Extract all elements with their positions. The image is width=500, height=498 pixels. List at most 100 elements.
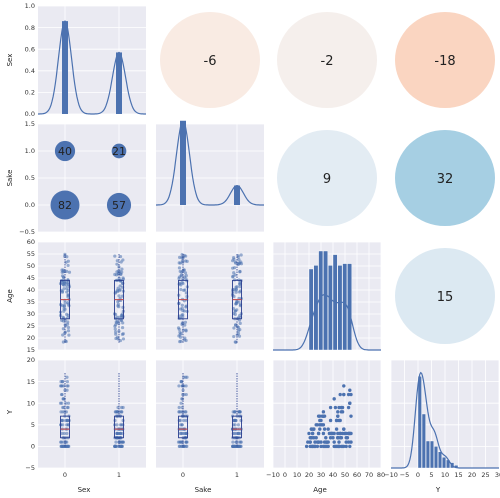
strip-point [113,410,117,414]
strip-point [236,254,240,258]
scatter-point [333,444,338,449]
strip-point [232,266,237,270]
panel-sake-sex: −0.5 0.0 0.5 1.0 1.5 40 21 82 57 [19,120,146,236]
strip-point [113,418,117,423]
strip-point [234,261,238,265]
strip-point [116,431,120,436]
strip-point [61,315,65,319]
strip-point [63,301,67,305]
ylabel-sex: Sex [6,54,14,67]
strip-point [179,287,183,292]
strip-point [66,320,70,324]
strip-point [239,260,243,264]
kde-curve [391,371,499,469]
scatter-point [322,427,327,431]
scatter-point [344,431,348,436]
strip-point [239,418,243,423]
x-tick-label: 0 [181,471,185,479]
strip-point [236,423,240,427]
panel-sex-age: -2 [277,12,377,108]
scatter-point [314,436,318,440]
y-tick-label: −0.5 [19,228,35,236]
scatter-point [310,444,315,449]
strip-point [178,444,182,448]
strip-point [234,287,238,291]
scatter-point [324,444,328,449]
strip-point [184,338,188,343]
strip-point [66,295,70,299]
x-tick-label: 0 [63,471,67,479]
strip-point [180,384,184,388]
xlabel-age: Age [313,486,327,494]
x-tick-label: 5 [429,471,433,479]
panel-grid: 0.0 0.2 0.4 0.6 0.8 1.0 -6 -2 -18 −0.5 0.0 0.5 1.0 1.… [19,2,500,479]
scatter-point [338,392,342,397]
strip-point [185,259,189,263]
strip-point [61,333,65,337]
strip-point [184,440,188,444]
strip-point [180,397,184,401]
hist-bar [180,120,186,205]
corr-label: -18 [434,54,455,69]
strip-point [66,384,70,388]
strip-point [113,324,117,328]
strip-point [117,305,121,309]
scatter-point [339,444,344,449]
scatter-point [349,414,353,418]
strip-point [60,290,65,294]
scatter-point [306,440,310,444]
y-tick-label: 0 [31,443,35,451]
strip-point [120,267,124,271]
scatter-point [342,384,346,388]
strip-point [66,300,70,305]
strip-point [178,269,182,273]
strip-point [59,440,63,444]
strip-point [238,284,242,289]
scatter-point [339,405,344,410]
strip-point [121,305,125,309]
strip-point [178,440,182,444]
strip-point [66,401,71,405]
strip-point [233,431,237,436]
y-tick-label: 40 [27,286,35,294]
strip-point [65,255,69,259]
strip-point [181,315,185,319]
ylabel-sake: Sake [6,170,14,187]
scatter-point [336,436,340,440]
scatter-point [339,410,344,414]
strip-point [184,328,188,332]
strip-point [114,320,118,324]
scatter-point [321,410,326,414]
strip-point [231,259,235,263]
strip-point [179,380,183,384]
strip-point [115,315,119,319]
panel-background [38,6,146,114]
strip-point [117,329,121,333]
y-tick-label: 20 [27,334,35,342]
strip-point [179,273,183,277]
scatter-point [340,431,345,436]
strip-point [237,440,242,444]
panel-age-sex: 15 20 25 30 35 40 45 50 55 60 [27,238,146,354]
x-tick-label: 10 [441,471,449,479]
strip-point [232,418,237,423]
scatter-point [349,440,353,444]
strip-point [58,401,63,405]
panel-background [38,242,146,350]
panel-sex-sake: -6 [160,12,260,108]
y-axis-labels: Sex Sake Age Y [6,54,14,416]
strip-point [118,431,123,436]
x-tick-label: 20 [305,471,313,479]
y-tick-label: 0.6 [25,45,35,53]
hist-bar [347,263,352,351]
strip-point [180,306,184,310]
scatter-point [312,436,316,440]
scatter-point [348,388,352,392]
scatter-point [328,418,333,423]
strip-point [182,418,186,423]
strip-point [61,327,65,331]
strip-point [62,307,66,311]
scatter-point [315,444,320,449]
count-label: 82 [58,199,72,212]
scatter-point [319,444,323,449]
